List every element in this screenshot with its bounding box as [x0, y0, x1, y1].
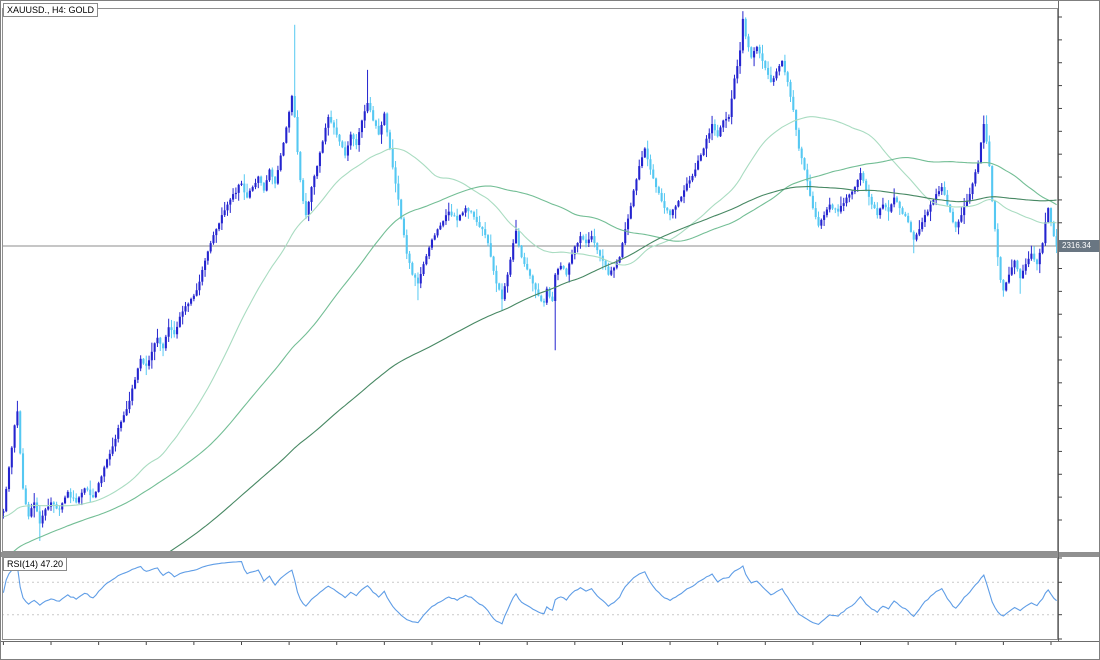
rsi-indicator-label: RSI(14) 47.20	[3, 557, 68, 571]
time-axis[interactable]: 20 Mar 202425 Mar 00:0027 Mar 16:002 Apr…	[1, 641, 1099, 659]
border-layer	[1, 1, 1099, 645]
price-axis[interactable]: 2447.082434.032420.982407.932394.882381.…	[1058, 1, 1099, 641]
candles-layer	[2, 11, 1058, 541]
grid-layer	[2, 581, 1058, 616]
bid-price-label: 2316.34	[1059, 239, 1099, 252]
symbol-label: XAUUSD., H4: GOLD	[3, 3, 99, 17]
ma-layer	[3, 116, 1057, 552]
rsi-layer	[2, 561, 1057, 626]
